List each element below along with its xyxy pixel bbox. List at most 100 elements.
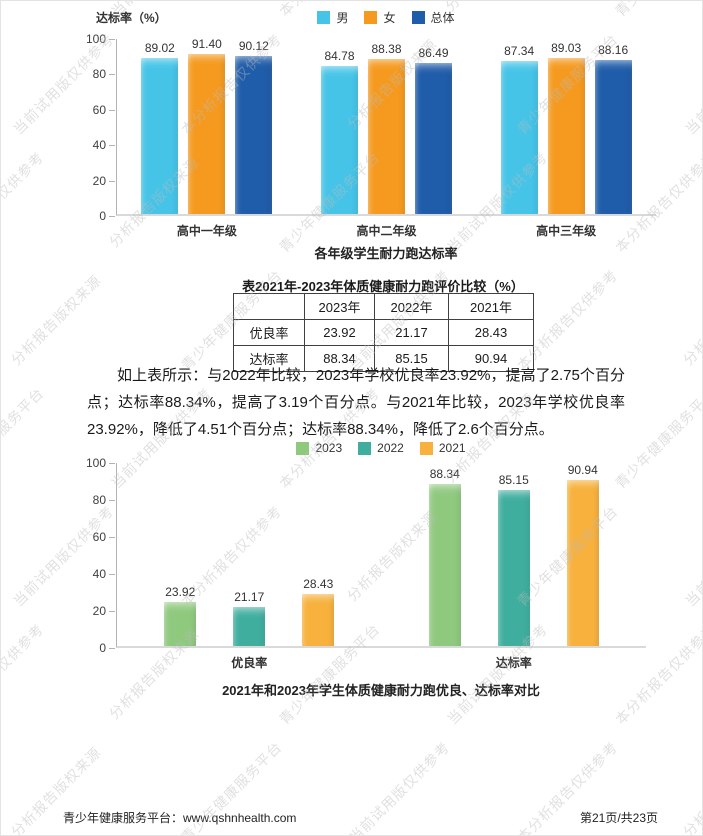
bar-group-优良率: 23.92 21.17 28.43 优良率 <box>164 463 335 670</box>
bar-男-高中一年级: 89.02 <box>141 41 179 214</box>
plot-area: 89.02 91.40 90.12 高中一年级 84.78 88.38 86.49 高中二年级… <box>116 37 656 238</box>
bar-value-label: 88.34 <box>429 467 460 482</box>
y-tick-label: 0 <box>99 209 115 223</box>
category-label: 高中二年级 <box>356 224 417 238</box>
bar-2021-优良率: 28.43 <box>302 577 335 646</box>
table-header-row: 2023年 2022年 2021年 <box>233 293 534 320</box>
legend-item: 2021 <box>419 441 466 455</box>
year-comparison-chart: 2023 2022 2021 0 20 40 60 80 100 23.92 21.17 28.4… <box>61 437 661 699</box>
category-label: 优良率 <box>231 656 268 670</box>
category-label: 达标率 <box>495 656 532 670</box>
y-tick-label: 40 <box>92 138 116 153</box>
bar-总体-高中二年级: 86.49 <box>414 46 452 214</box>
table-body: 优良率 23.92 21.17 28.43 达标率 88.34 85.15 90.94 <box>233 319 534 372</box>
table-row: 达标率 88.34 85.15 90.94 <box>233 345 534 372</box>
table-row: 优良率 23.92 21.17 28.43 <box>233 319 534 346</box>
table-header-cell: 2022年 <box>374 293 449 320</box>
bar-value-label: 88.16 <box>598 42 629 57</box>
y-tick-label: 20 <box>92 604 116 618</box>
table-header-cell <box>233 293 305 320</box>
y-tick-label: 80 <box>92 493 116 507</box>
y-axis: 0 20 40 60 80 100 <box>70 32 116 223</box>
bar-value-label: 84.78 <box>324 48 355 63</box>
legend-label: 女 <box>383 10 396 25</box>
plot-area: 23.92 21.17 28.43 优良率 88.34 85.15 90.94 达标率 <box>116 463 646 670</box>
bar-group-达标率: 88.34 85.15 90.94 达标率 <box>428 463 599 670</box>
chart-caption: 各年级学生耐力跑达标率 <box>314 246 458 261</box>
legend-swatch-2022 <box>358 441 372 455</box>
bar-group-高中一年级: 89.02 91.40 90.12 高中一年级 <box>141 37 273 238</box>
bar-value-label: 23.92 <box>165 585 196 600</box>
legend-label: 总体 <box>430 10 455 25</box>
legend-label: 男 <box>336 10 349 25</box>
table-cell: 88.34 <box>304 345 375 372</box>
table-title: 表2021年-2023年体质健康耐力跑评价比较（%） <box>242 279 524 294</box>
bar-value-label: 86.49 <box>418 45 449 60</box>
legend-swatch-总体 <box>411 10 425 24</box>
y-tick-label: 100 <box>85 456 116 470</box>
chart-caption: 2021年和2023年学生体质健康耐力跑优良、达标率对比 <box>222 683 540 698</box>
table-cell: 21.17 <box>374 319 449 346</box>
table-cell: 23.92 <box>304 319 375 346</box>
y-tick-label: 80 <box>92 67 116 82</box>
bar-2023-达标率: 88.34 <box>428 467 461 646</box>
footer-platform-url: 青少年健康服务平台：www.qshnhealth.com <box>63 811 297 825</box>
table-cell: 90.94 <box>448 345 534 372</box>
table-cell: 28.43 <box>448 319 534 346</box>
table-cell: 85.15 <box>374 345 449 372</box>
bar-value-label: 90.12 <box>238 39 269 54</box>
y-tick-label: 0 <box>99 641 115 655</box>
legend-label: 2023 <box>315 441 343 455</box>
table-row-label: 达标率 <box>233 345 305 372</box>
bar-value-label: 85.15 <box>498 473 529 488</box>
bar-女-高中二年级: 88.38 <box>367 42 405 214</box>
legend-item: 2023 <box>296 441 342 455</box>
bar-2022-达标率: 85.15 <box>497 473 530 646</box>
comparison-table: 2023年 2022年 2021年 优良率 23.92 21.17 28.43 达标率 88.… <box>233 293 534 372</box>
table-header: 2023年 2022年 2021年 <box>233 293 534 320</box>
legend: 男 女 总体 <box>116 9 656 26</box>
footer-page-number: 第21页/共23页 <box>579 811 658 825</box>
bar-男-高中三年级: 87.34 <box>500 44 538 214</box>
table-header-cell: 2021年 <box>448 293 534 320</box>
bar-男-高中二年级: 84.78 <box>320 49 358 214</box>
category-label: 高中三年级 <box>536 224 597 238</box>
y-axis: 0 20 40 60 80 100 <box>70 456 116 655</box>
legend-item: 2022 <box>358 441 404 455</box>
bar-value-label: 21.17 <box>234 590 265 605</box>
bar-2021-达标率: 90.94 <box>566 463 599 646</box>
legend-swatch-2023 <box>296 441 310 455</box>
bar-value-label: 87.34 <box>504 44 535 59</box>
table-row-label: 优良率 <box>233 319 305 346</box>
analysis-paragraph: 如上表所示：与2022年比较，2023年学校优良率23.92%，提高了2.75个… <box>87 367 625 438</box>
legend-label: 2022 <box>377 441 404 455</box>
bar-value-label: 28.43 <box>303 576 334 591</box>
bar-group-高中三年级: 87.34 89.03 88.16 高中三年级 <box>500 39 632 238</box>
legend-item: 男 <box>317 9 348 26</box>
legend-swatch-男 <box>317 10 331 24</box>
bar-value-label: 89.03 <box>551 41 582 56</box>
legend-label: 2021 <box>438 441 466 455</box>
y-tick-label: 60 <box>92 530 116 544</box>
legend-item: 女 <box>364 9 396 26</box>
y-tick-label: 40 <box>92 567 116 581</box>
bar-女-高中三年级: 89.03 <box>547 41 585 214</box>
y-tick-label: 20 <box>92 173 116 188</box>
bar-value-label: 88.38 <box>371 42 402 57</box>
endurance-pass-rate-by-grade-chart: 达标率（%） 男 女 总体 0 20 40 60 80 100 89.02 91.40 90.12… <box>61 5 661 267</box>
y-tick-label: 60 <box>92 102 116 117</box>
bar-value-label: 90.94 <box>567 462 598 477</box>
bar-value-label: 91.40 <box>191 37 222 52</box>
bar-2023-优良率: 23.92 <box>164 585 197 646</box>
bar-总体-高中一年级: 90.12 <box>235 39 273 214</box>
legend-swatch-2021 <box>419 441 433 455</box>
bar-value-label: 89.02 <box>144 41 175 56</box>
bar-group-高中二年级: 84.78 88.38 86.49 高中二年级 <box>320 39 452 238</box>
legend-item: 总体 <box>411 9 455 26</box>
bar-总体-高中三年级: 88.16 <box>594 43 632 214</box>
bar-女-高中一年级: 91.40 <box>188 37 226 214</box>
legend-swatch-女 <box>364 10 378 24</box>
table-header-cell: 2023年 <box>304 293 375 320</box>
